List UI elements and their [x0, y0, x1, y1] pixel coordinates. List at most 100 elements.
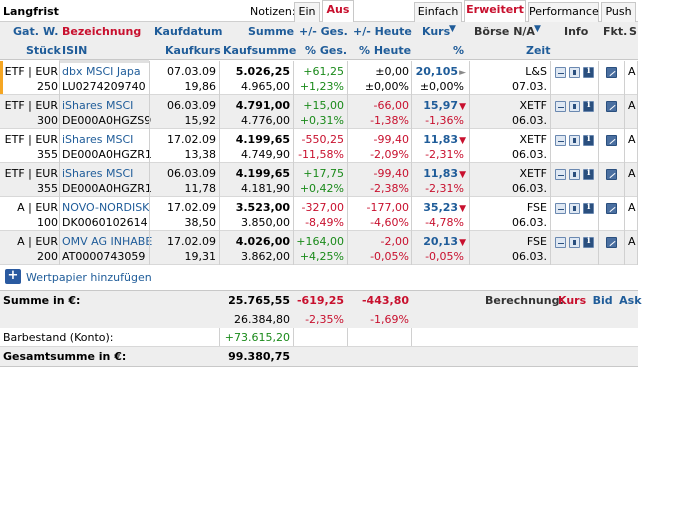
summe: 4.199,65 [235, 133, 290, 146]
gattung-waehrung: A | EUR [17, 235, 58, 248]
info-icon[interactable] [583, 100, 594, 112]
berechnung-kurs[interactable]: Kurs [558, 294, 587, 307]
col-pct-heute[interactable]: % Heute [359, 44, 412, 57]
col-summe[interactable]: Summe [248, 25, 295, 38]
zeit: 06.03. [512, 216, 547, 229]
stueck: 250 [37, 80, 58, 93]
gewinn-heute: -66,00 [373, 99, 409, 112]
column-divider [219, 61, 220, 265]
col-zeit[interactable]: Zeit [526, 44, 551, 57]
kurs: 20,105 [415, 65, 459, 78]
edit-icon[interactable] [606, 67, 617, 78]
isin: LU0274209740 [62, 80, 146, 93]
edit-icon[interactable] [606, 237, 617, 248]
stueck: 355 [37, 182, 58, 195]
sort-down-icon[interactable]: ▼ [449, 24, 456, 34]
security-name-link[interactable]: iShares MSCI [62, 99, 134, 112]
calendar-icon[interactable] [569, 203, 580, 214]
column-divider [411, 61, 412, 265]
kaufdatum: 06.03.09 [167, 167, 216, 180]
info-icon[interactable] [583, 134, 594, 146]
dropdown-icon[interactable]: ▼ [534, 24, 541, 34]
security-name-link[interactable]: iShares MSCI [62, 133, 134, 146]
chart-icon[interactable] [555, 203, 566, 214]
col-kaufdatum[interactable]: Kaufdatum [154, 25, 223, 38]
kaufdatum: 17.02.09 [167, 201, 216, 214]
gewinn-gesamt-pct: +4,25% [299, 250, 344, 263]
notes-off-toggle[interactable]: Aus [322, 0, 354, 22]
kaufkurs: 11,78 [184, 182, 217, 195]
column-divider [347, 290, 348, 367]
isin: DE000A0HGZR1 [62, 182, 152, 195]
col-pct[interactable]: % [453, 44, 465, 57]
chart-icon[interactable] [555, 67, 566, 78]
edit-icon[interactable] [606, 203, 617, 214]
kaufkurs: 38,50 [184, 216, 217, 229]
col-kaufkurs[interactable]: Kaufkurs [165, 44, 221, 57]
calendar-icon[interactable] [569, 67, 580, 78]
col-kaufsumme[interactable]: Kaufsumme [223, 44, 297, 57]
isin: DE000A0HGZS9 [62, 114, 152, 127]
summary-row: Summe in €: 25.765,55 -619,25 -443,80 Be… [0, 290, 642, 328]
column-divider [598, 61, 599, 265]
chart-icon[interactable] [555, 101, 566, 112]
col-heute[interactable]: +/- Heute [353, 25, 412, 38]
table-row[interactable]: ETF | EUR 300 iShares MSCI DE000A0HGZS9 … [0, 95, 638, 129]
add-icon[interactable]: + [5, 269, 21, 284]
stueck: 100 [37, 216, 58, 229]
col-waehrung[interactable]: W. [43, 25, 59, 38]
col-pct-ges[interactable]: % Ges. [305, 44, 348, 57]
zeit: 06.03. [512, 250, 547, 263]
calendar-icon[interactable] [569, 237, 580, 248]
kurs-pct: -2,31% [425, 148, 464, 161]
calendar-icon[interactable] [569, 135, 580, 146]
edit-icon[interactable] [606, 135, 617, 146]
col-info: Info [564, 25, 589, 38]
summe: 4.026,00 [235, 235, 290, 248]
berechnung-bid[interactable]: Bid [592, 294, 613, 307]
col-boerse[interactable]: Börse N/A [474, 25, 535, 38]
table-row[interactable]: A | EUR 200 OMV AG INHABE AT0000743059 1… [0, 231, 638, 265]
info-icon[interactable] [583, 66, 594, 78]
security-name-link[interactable]: NOVO-NORDISK [62, 201, 150, 214]
tab-performance[interactable]: Performance [528, 2, 599, 22]
chart-icon[interactable] [555, 169, 566, 180]
info-icon[interactable] [583, 202, 594, 214]
calendar-icon[interactable] [569, 169, 580, 180]
kurs-cell: 11,83▼ [412, 133, 466, 146]
cash-row: Barbestand (Konto): +73.615,20 [0, 328, 638, 347]
col-gattung[interactable]: Gat. [13, 25, 39, 38]
security-name-link[interactable]: OMV AG INHABE [62, 235, 153, 248]
add-security-link[interactable]: Wertpapier hinzufügen [26, 271, 152, 284]
calendar-icon[interactable] [569, 101, 580, 112]
edit-icon[interactable] [606, 169, 617, 180]
table-row[interactable]: ETF | EUR 250 dbx MSCI Japa LU0274209740… [0, 61, 638, 95]
col-bezeichnung[interactable]: Bezeichnung [62, 25, 142, 38]
tab-push[interactable]: Push [601, 2, 636, 22]
gattung-waehrung: ETF | EUR [4, 167, 58, 180]
notes-on-toggle[interactable]: Ein [294, 2, 320, 22]
tab-erweitert[interactable]: Erweitert [464, 0, 526, 22]
info-icon[interactable] [583, 168, 594, 180]
col-ges[interactable]: +/- Ges. [299, 25, 348, 38]
berechnung-ask[interactable]: Ask [619, 294, 642, 307]
gewinn-gesamt: +17,75 [303, 167, 344, 180]
gewinn-heute: -2,00 [380, 235, 409, 248]
col-isin[interactable]: ISIN [62, 44, 88, 57]
gewinn-gesamt: +15,00 [303, 99, 344, 112]
table-row[interactable]: ETF | EUR 355 iShares MSCI DE000A0HGZR1 … [0, 163, 638, 197]
col-kurs[interactable]: Kurs [422, 25, 451, 38]
table-row[interactable]: ETF | EUR 355 iShares MSCI DE000A0HGZR1 … [0, 129, 638, 163]
edit-icon[interactable] [606, 101, 617, 112]
security-name-link[interactable]: iShares MSCI [62, 167, 134, 180]
gewinn-heute: -99,40 [373, 133, 409, 146]
table-row[interactable]: A | EUR 100 NOVO-NORDISK DK0060102614 17… [0, 197, 638, 231]
info-icon[interactable] [583, 236, 594, 248]
tab-einfach[interactable]: Einfach [414, 2, 462, 22]
total-label: Gesamtsumme in €: [3, 350, 127, 363]
chart-icon[interactable] [555, 135, 566, 146]
summary-ges: -619,25 [296, 294, 344, 307]
security-name-link[interactable]: dbx MSCI Japa [62, 65, 141, 78]
chart-icon[interactable] [555, 237, 566, 248]
col-stueck[interactable]: Stück [26, 44, 61, 57]
